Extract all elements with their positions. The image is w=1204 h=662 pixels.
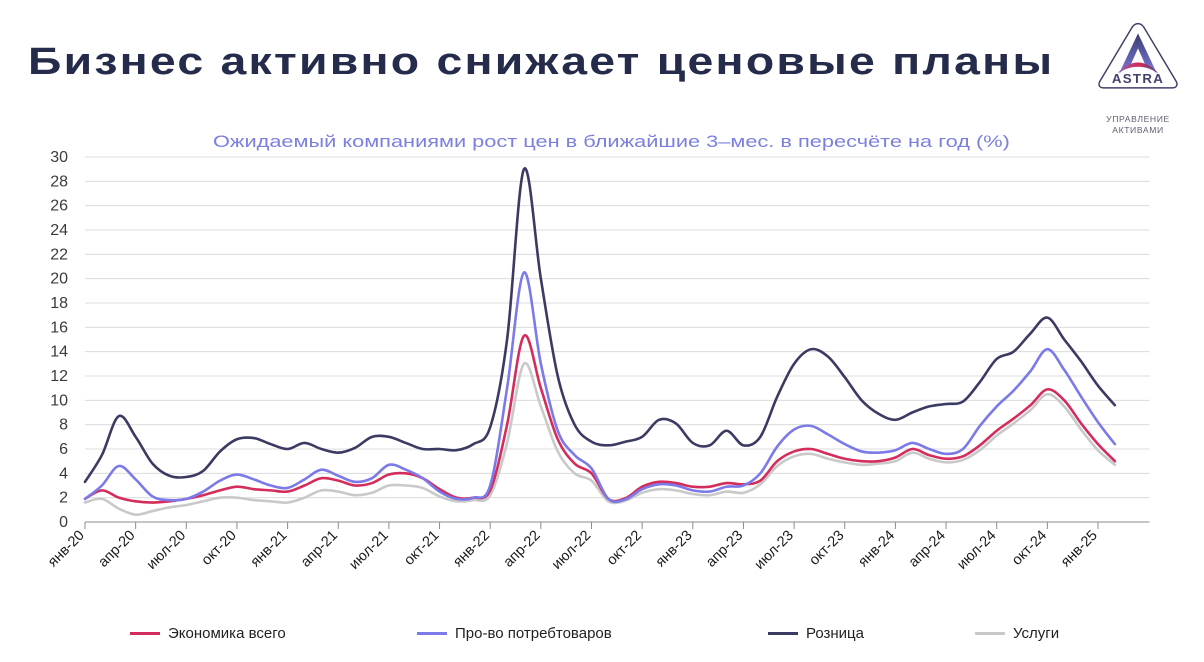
- svg-text:янв-21: янв-21: [248, 528, 291, 571]
- svg-text:0: 0: [59, 514, 68, 531]
- svg-text:22: 22: [50, 246, 68, 263]
- svg-text:6: 6: [59, 441, 68, 458]
- svg-text:26: 26: [50, 198, 68, 215]
- svg-text:окт-22: окт-22: [604, 528, 645, 569]
- svg-text:янв-20: янв-20: [45, 528, 88, 571]
- svg-text:июл-23: июл-23: [752, 528, 797, 573]
- svg-text:18: 18: [50, 295, 68, 312]
- svg-text:4: 4: [59, 465, 68, 482]
- svg-text:8: 8: [59, 417, 68, 434]
- svg-text:16: 16: [50, 319, 68, 336]
- svg-text:ASTRA: ASTRA: [1112, 71, 1164, 86]
- svg-text:янв-23: янв-23: [653, 528, 696, 571]
- svg-text:окт-21: окт-21: [401, 528, 442, 569]
- svg-text:апр-20: апр-20: [95, 528, 138, 571]
- svg-text:апр-24: апр-24: [906, 528, 949, 571]
- svg-text:24: 24: [50, 222, 68, 239]
- svg-text:янв-25: янв-25: [1058, 528, 1101, 571]
- svg-text:30: 30: [50, 149, 68, 166]
- svg-text:июл-20: июл-20: [144, 528, 189, 573]
- svg-text:окт-23: окт-23: [806, 528, 847, 569]
- svg-text:20: 20: [50, 271, 68, 288]
- svg-text:окт-20: окт-20: [199, 528, 240, 569]
- svg-text:14: 14: [50, 344, 68, 361]
- svg-text:апр-23: апр-23: [703, 528, 746, 571]
- svg-text:окт-24: окт-24: [1009, 528, 1050, 569]
- svg-text:июл-24: июл-24: [954, 528, 999, 573]
- svg-text:июл-22: июл-22: [549, 528, 594, 573]
- svg-text:апр-22: апр-22: [501, 528, 544, 571]
- svg-text:янв-22: янв-22: [450, 528, 493, 571]
- svg-text:июл-21: июл-21: [346, 528, 391, 573]
- svg-text:12: 12: [50, 368, 68, 385]
- svg-text:апр-21: апр-21: [298, 528, 341, 571]
- svg-text:28: 28: [50, 173, 68, 190]
- svg-text:янв-24: янв-24: [855, 528, 898, 571]
- svg-text:10: 10: [50, 392, 68, 409]
- svg-text:2: 2: [59, 490, 68, 507]
